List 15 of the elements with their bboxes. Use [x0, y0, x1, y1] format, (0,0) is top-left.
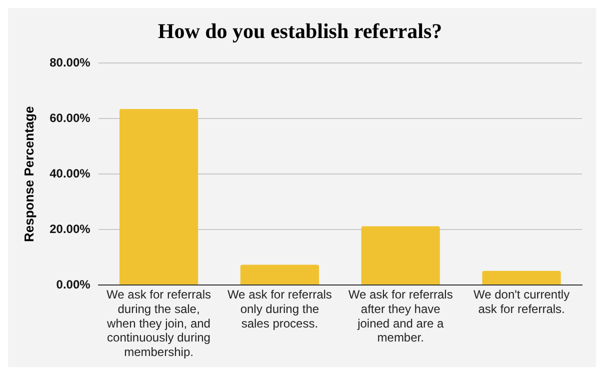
bar — [119, 108, 198, 284]
bar — [482, 270, 561, 284]
bar — [240, 264, 319, 284]
bar — [361, 226, 440, 284]
x-tick-label: We don't currently ask for referrals. — [473, 288, 570, 316]
x-tick-label: We ask for referrals only during the sales process. — [227, 288, 332, 330]
chart-title: How do you establish referrals? — [158, 19, 442, 44]
y-tick-label: 40.00% — [50, 166, 91, 180]
y-tick-label: 0.00% — [56, 277, 91, 292]
y-axis-title: Response Percentage — [21, 106, 36, 242]
y-tick-label: 80.00% — [50, 56, 91, 70]
x-tick-label: We ask for referrals during the sale, when they join, and continuously during membership. — [106, 288, 212, 360]
y-tick-label: 60.00% — [50, 110, 91, 125]
x-tick-label: We ask for referrals after they have joined and are a member. — [348, 288, 453, 345]
y-tick-label: 20.00% — [50, 222, 91, 236]
